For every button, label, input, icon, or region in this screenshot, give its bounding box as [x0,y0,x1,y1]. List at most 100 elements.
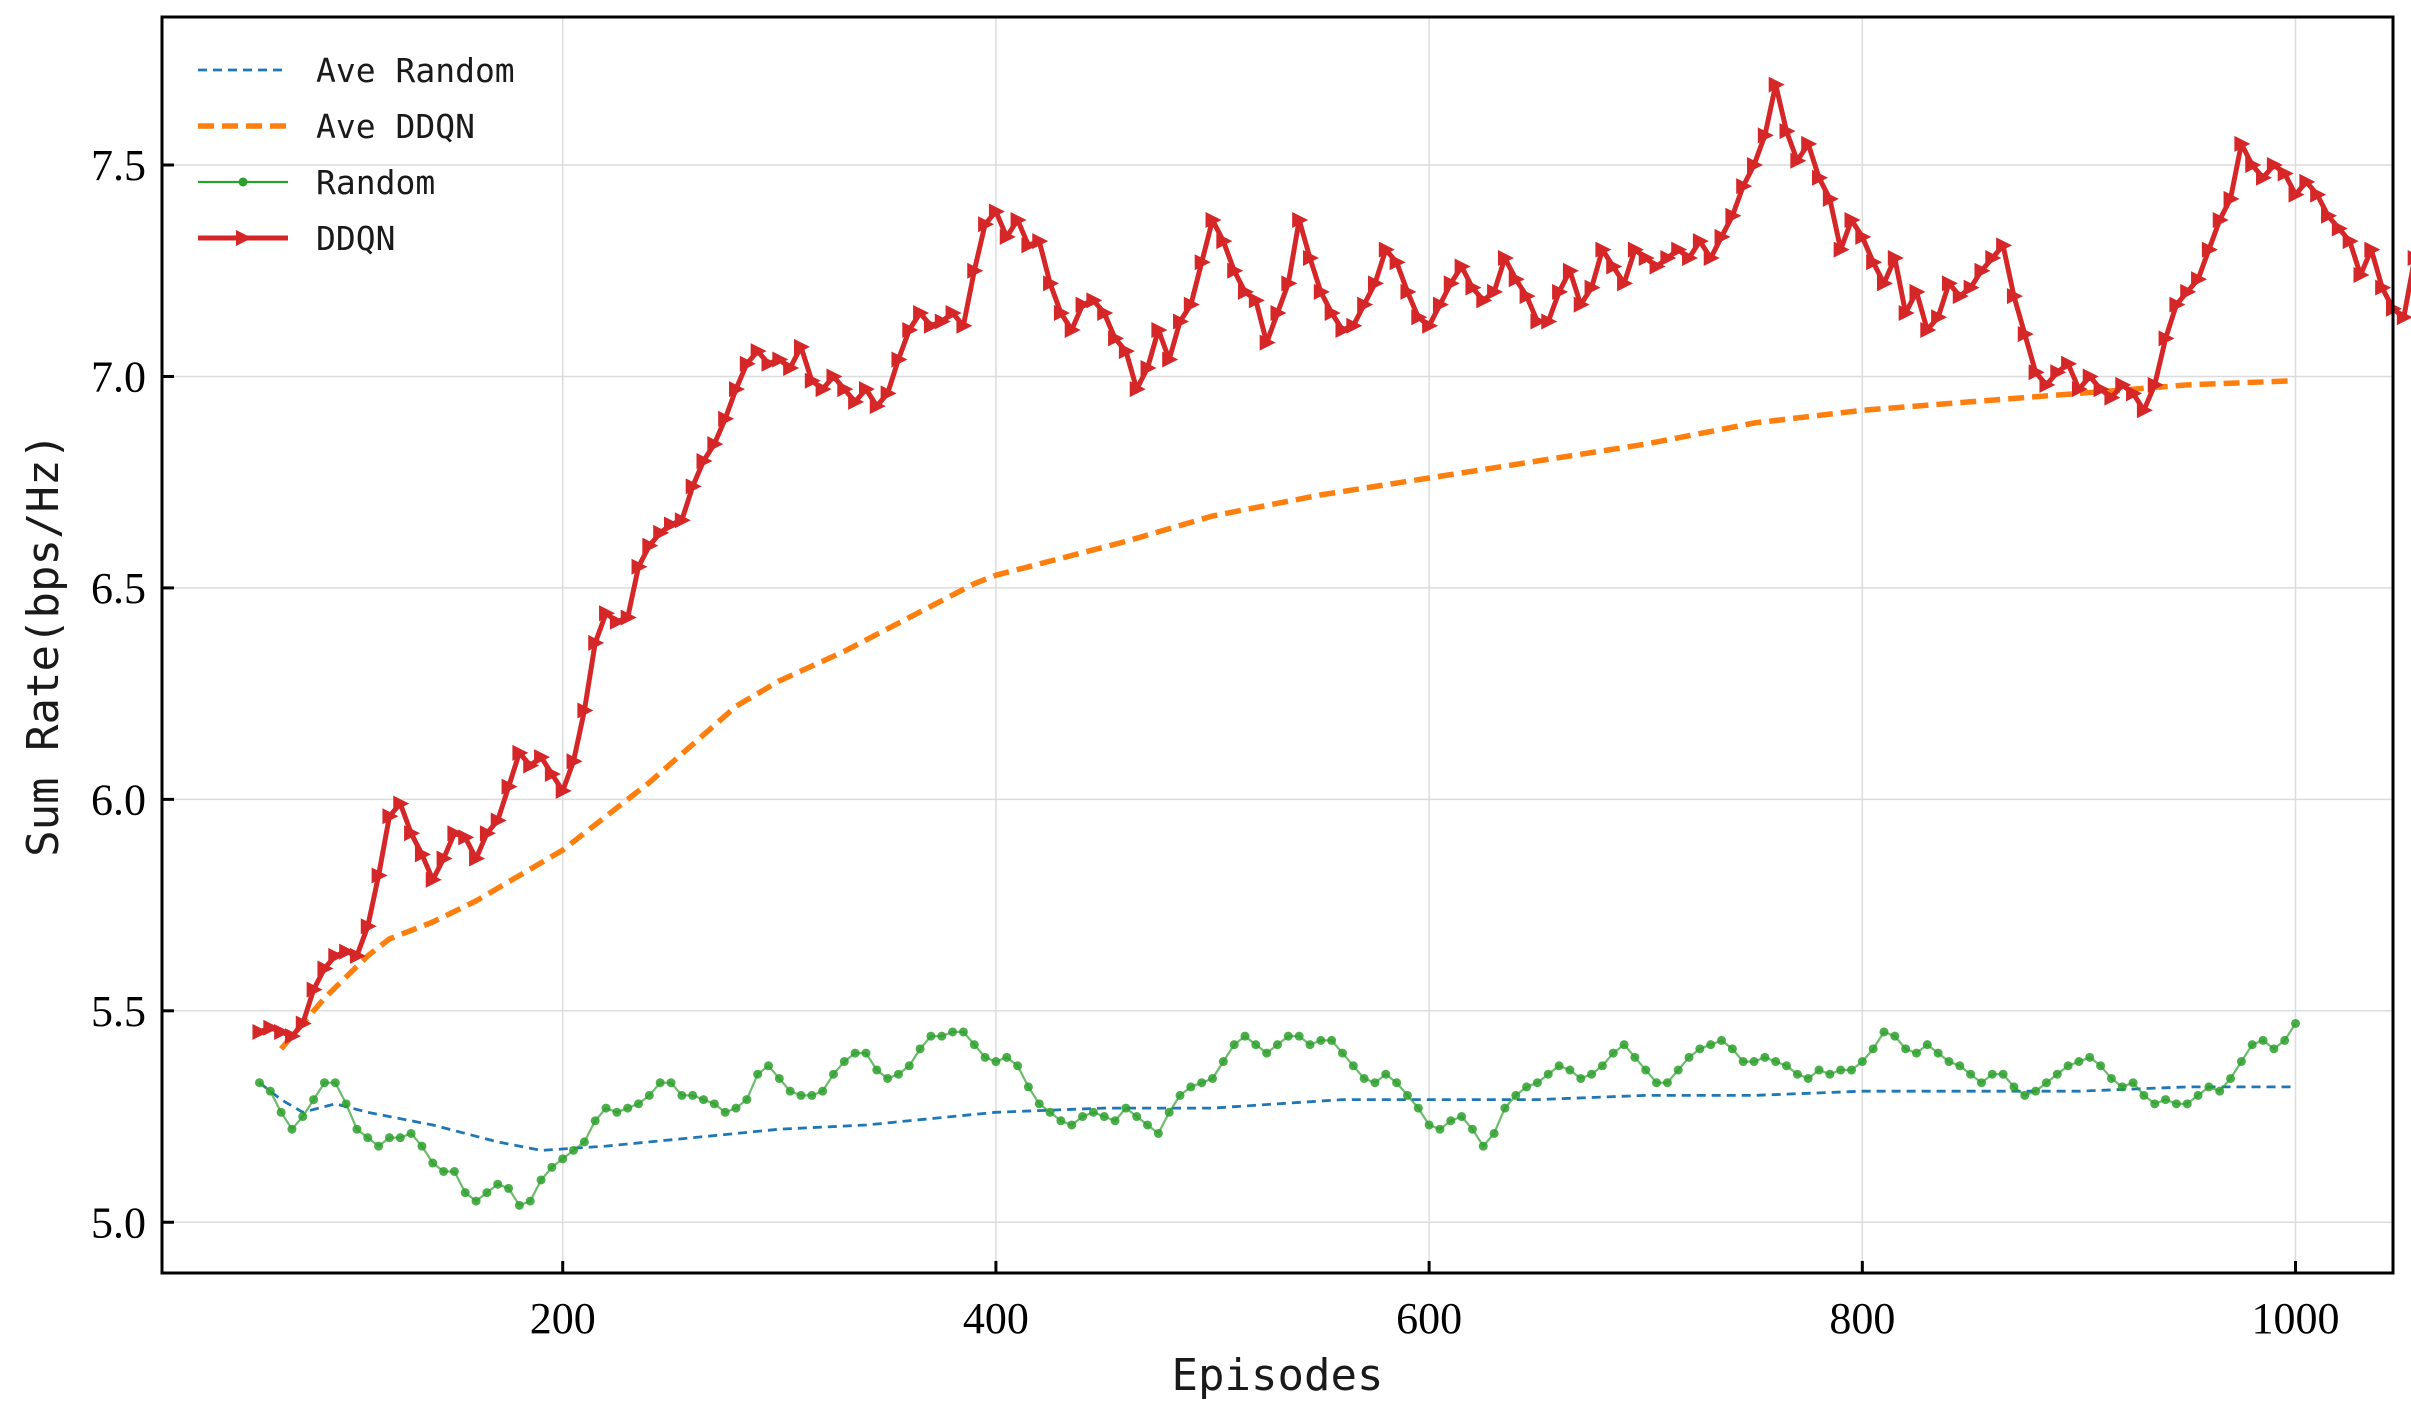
data-point [277,1108,286,1117]
data-point [1490,1129,1499,1138]
data-point [948,1027,957,1036]
data-point [2183,1099,2192,1108]
data-point [2042,1078,2051,1087]
data-point [493,1180,502,1189]
data-point [2259,1036,2268,1045]
data-point [352,1125,361,1134]
data-point [1728,1044,1737,1053]
data-point [1999,1070,2008,1079]
data-point [937,1032,946,1041]
data-point [1533,1078,1542,1087]
data-point [1609,1049,1618,1058]
data-point [677,1091,686,1100]
data-point [331,1078,340,1087]
data-point [1901,1044,1910,1053]
data-point [916,1044,925,1053]
data-point [667,1078,676,1087]
data-point [2107,1074,2116,1083]
legend-label: Random [316,163,435,202]
data-point [1370,1078,1379,1087]
data-point [1706,1040,1715,1049]
series-line [260,85,2411,1036]
data-point [688,1091,697,1100]
data-point [342,1099,351,1108]
data-point [526,1197,535,1206]
x-tick-label: 200 [530,1294,596,1343]
data-point [1435,1125,1444,1134]
gridlines [162,17,2393,1273]
data-point [807,1091,816,1100]
legend-label: DDQN [316,219,395,258]
data-point [472,1197,481,1206]
data-point [1912,1049,1921,1058]
data-point [775,1074,784,1083]
data-point [612,1108,621,1117]
data-point [298,1112,307,1121]
data-point [2408,250,2411,266]
data-point [407,1129,416,1138]
data-point [1089,1108,1098,1117]
data-point [1165,1108,1174,1117]
data-point [1360,1074,1369,1083]
data-point [1555,1061,1564,1070]
data-point [1793,1070,1802,1079]
data-point [883,1074,892,1083]
data-point [602,1104,611,1113]
data-point [2237,1057,2246,1066]
data-point [1035,1099,1044,1108]
y-tick-label: 5.0 [91,1198,146,1247]
data-point [634,1099,643,1108]
data-point [970,1040,979,1049]
legend-label: Ave DDQN [316,107,475,146]
data-point [1349,1061,1358,1070]
data-point [742,1095,751,1104]
x-tick-label: 1000 [2252,1294,2340,1343]
series-line [260,1083,2296,1151]
series-random [255,1019,2300,1210]
data-point [1154,1129,1163,1138]
legend-item: DDQN [198,219,395,258]
data-point [1847,1066,1856,1075]
data-point [1425,1120,1434,1129]
data-point [1111,1116,1120,1125]
data-point [2096,1061,2105,1070]
data-point [656,1078,665,1087]
data-point [1468,1125,1477,1134]
x-axis-title: Episodes [1172,1350,1384,1401]
data-point [1013,1061,1022,1070]
data-point [872,1066,881,1075]
data-point [1966,1070,1975,1079]
data-point [851,1049,860,1058]
data-point [1717,1036,1726,1045]
data-point [1934,1049,1943,1058]
data-point [1132,1112,1141,1121]
data-point [2074,1057,2083,1066]
data-point [1663,1078,1672,1087]
data-point [786,1087,795,1096]
legend-item: Ave DDQN [198,107,475,146]
legend-item: Ave Random [198,51,515,90]
data-point [1446,1116,1455,1125]
data-point [2291,1019,2300,1028]
data-point [482,1188,491,1197]
data-point [1381,1070,1390,1079]
plot-frame [162,17,2393,1273]
data-point [363,1133,372,1142]
data-point [764,1061,773,1070]
data-point [2020,1091,2029,1100]
data-point [1879,1027,1888,1036]
data-point [1988,1070,1997,1079]
data-point [537,1175,546,1184]
data-point [450,1167,459,1176]
data-point [2194,1091,2203,1100]
data-point [2204,1082,2213,1091]
data-point [1923,1040,1932,1049]
x-tick-label: 600 [1396,1294,1462,1343]
data-point [840,1057,849,1066]
data-point [1251,1040,1260,1049]
data-point [461,1188,470,1197]
data-point [1685,1053,1694,1062]
y-tick-label: 6.0 [91,775,146,824]
